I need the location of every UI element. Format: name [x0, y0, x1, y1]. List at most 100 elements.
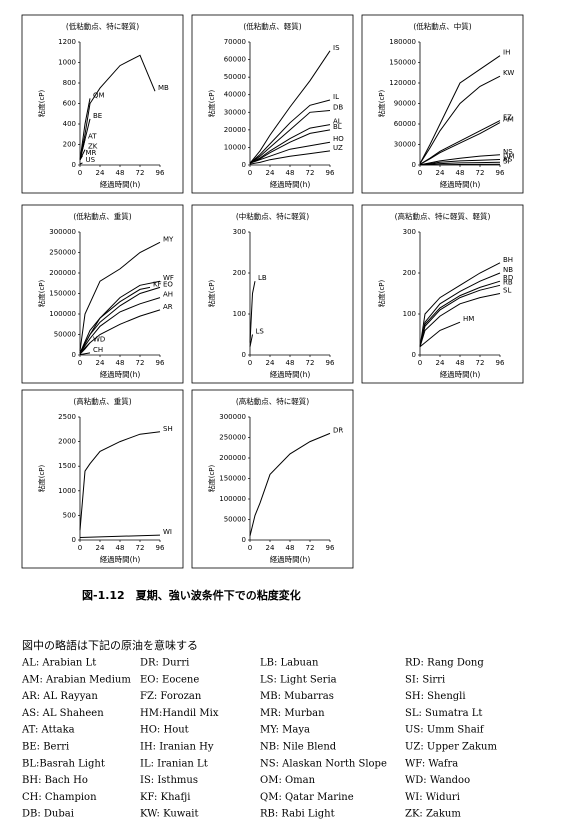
series-line [249, 50, 331, 164]
abbreviation: IL: Iranian Lt [140, 758, 208, 769]
series-line [79, 98, 91, 160]
x-tick-label: 24 [266, 169, 275, 177]
y-tick-label: 0 [242, 161, 246, 169]
y-tick-label: 50000 [224, 73, 246, 81]
series-line [249, 99, 331, 164]
chart-panel: (低粘動点、重質) 0 50000 100000 150000 200000 250000 3… [21, 204, 184, 384]
y-tick-label: 1000 [58, 59, 76, 67]
series-line [79, 534, 161, 538]
x-axis-label: 経過時間(h) [270, 369, 311, 379]
abbreviation: LS: Light Seria [260, 674, 337, 685]
x-tick-label: 96 [326, 169, 335, 177]
series-label: MY [163, 235, 174, 243]
x-axis-label: 経過時間(h) [100, 369, 141, 379]
series-label: IL [333, 93, 339, 101]
series-line [419, 321, 461, 348]
abbreviation: RD: Rang Dong [405, 658, 484, 669]
series-label: IH [503, 49, 510, 57]
x-tick-label: 72 [306, 544, 315, 552]
x-tick-label: 24 [266, 359, 275, 367]
series-label: HM [463, 315, 474, 323]
x-tick-label: 48 [456, 169, 465, 177]
x-tick-label: 96 [496, 169, 505, 177]
series-label: UZ [333, 144, 343, 152]
y-tick-label: 100000 [49, 310, 76, 318]
y-tick-label: 40000 [224, 91, 246, 99]
x-tick-label: 24 [436, 169, 445, 177]
series-label: DB [333, 104, 343, 112]
series-line [79, 342, 91, 355]
x-tick-label: 96 [326, 544, 335, 552]
y-tick-label: 300000 [219, 413, 246, 421]
y-axis-label: 粘度(cP) [377, 279, 386, 307]
x-tick-label: 48 [286, 359, 295, 367]
x-tick-label: 96 [156, 544, 165, 552]
abbreviation: AS: AL Shaheen [21, 708, 104, 719]
series-label: BE [93, 112, 102, 120]
series-label: BH [503, 256, 513, 264]
y-tick-label: 30000 [394, 141, 416, 149]
series-line [249, 141, 331, 164]
series-label: WD [93, 336, 105, 344]
series-label: LS [256, 328, 265, 336]
x-axis-label: 経過時間(h) [270, 179, 311, 189]
series-label: AR [163, 303, 173, 311]
abbreviation: SL: Sumatra Lt [405, 708, 482, 719]
panel-frame [191, 389, 354, 569]
series-label: CH [93, 346, 103, 354]
chart-title: (低粘動点、重質) [73, 211, 131, 221]
x-tick-label: 72 [306, 359, 315, 367]
series-line [419, 75, 501, 164]
chart-panel: (低粘動点、中質) 0 30000 60000 90000 120000 150000 180… [361, 14, 524, 194]
y-tick-label: 2000 [58, 438, 76, 446]
series-line [249, 129, 331, 164]
series-line [79, 139, 86, 161]
y-tick-label: 200000 [219, 454, 246, 462]
y-tick-label: 50000 [224, 516, 246, 524]
chart-panel: (低粘動点、軽質) 0 10000 20000 30000 40000 50000 60000… [191, 14, 354, 194]
series-line [419, 163, 501, 166]
x-tick-label: 24 [96, 359, 105, 367]
abbreviation: DR: Durri [140, 658, 189, 669]
abbreviation: SH: Shengli [405, 691, 466, 702]
x-tick-label: 96 [156, 169, 165, 177]
x-tick-label: 96 [496, 359, 505, 367]
series-line [79, 241, 161, 351]
abbreviation: WF: Wafra [405, 758, 458, 769]
x-tick-label: 72 [476, 359, 485, 367]
series-line [249, 110, 331, 164]
series-line [79, 54, 156, 160]
chart-panel: (低粘動点、特に軽質) 0 200 400 600 800 1000 1200 0 24 48 72 9… [21, 14, 184, 194]
y-axis-label: 粘度(cP) [37, 464, 46, 492]
x-tick-label: 72 [306, 169, 315, 177]
series-line [79, 155, 83, 161]
x-tick-label: 72 [136, 169, 145, 177]
y-tick-label: 2500 [58, 413, 76, 421]
chart-panel: (高粘動点、重質) 0 500 1000 1500 2000 2500 0 24 48 72 96 経過… [21, 389, 184, 569]
x-tick-label: 96 [156, 359, 165, 367]
y-tick-label: 0 [412, 161, 416, 169]
x-axis-label: 経過時間(h) [440, 369, 481, 379]
x-tick-label: 48 [456, 359, 465, 367]
x-tick-label: 48 [286, 544, 295, 552]
abbreviation: FZ: Forozan [140, 691, 202, 702]
series-label: AT [88, 132, 97, 140]
x-tick-label: 96 [326, 359, 335, 367]
panel-frame [21, 204, 184, 384]
abbreviation: AT: Attaka [21, 725, 75, 736]
series-line [79, 286, 151, 354]
abbreviation: US: Umm Shaif [405, 725, 485, 736]
y-tick-label: 0 [412, 351, 416, 359]
x-axis-label: 経過時間(h) [100, 554, 141, 564]
y-tick-label: 60000 [394, 120, 416, 128]
chart-panel: (中粘動点、特に軽質) 0 100 200 300 0 24 48 72 96 経過時間(h) 粘度(… [191, 204, 354, 384]
y-tick-label: 600 [63, 100, 76, 108]
panel-frame [361, 204, 524, 384]
chart-title: (低粘動点、中質) [413, 21, 471, 31]
y-tick-label: 0 [242, 536, 246, 544]
abbreviation: AM: Arabian Medium [21, 674, 131, 685]
panel-frame [21, 14, 184, 194]
series-line [249, 150, 331, 165]
y-tick-label: 0 [72, 351, 76, 359]
x-tick-label: 0 [78, 359, 82, 367]
